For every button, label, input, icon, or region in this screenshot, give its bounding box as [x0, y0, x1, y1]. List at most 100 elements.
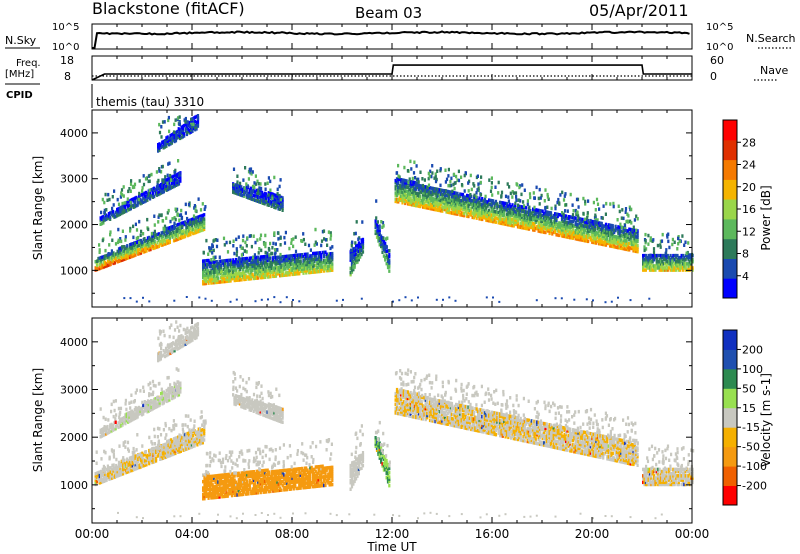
echo-cell — [525, 206, 528, 210]
echo-cell — [448, 208, 451, 213]
echo-cell — [574, 216, 577, 220]
echo-cell — [265, 267, 268, 271]
echo-cell — [510, 219, 513, 223]
echo-cell — [309, 270, 312, 275]
sparse-echo-cell — [439, 168, 442, 173]
echo-cell — [574, 222, 577, 227]
sparse-echo-cell — [138, 179, 141, 183]
echo-cell — [152, 238, 155, 242]
echo-cell — [252, 193, 255, 198]
echo-cell — [178, 236, 181, 241]
echo-cell — [435, 191, 438, 196]
echo-cell — [149, 190, 152, 195]
echo-cell — [232, 274, 235, 279]
echo-cell — [276, 255, 279, 260]
echo-cell — [305, 267, 308, 271]
echo-cell — [204, 277, 207, 282]
echo-cell — [439, 200, 443, 205]
echo-cell — [303, 263, 306, 267]
echo-cell — [548, 225, 551, 229]
echo-cell — [659, 262, 663, 266]
echo-cell — [277, 269, 280, 274]
echo-cell — [395, 197, 399, 202]
ground-cell — [592, 299, 594, 302]
echo-cell — [139, 251, 143, 255]
sparse-echo-cell — [444, 168, 447, 172]
echo-cell — [207, 260, 210, 265]
sparse-echo-cell — [148, 179, 151, 183]
echo-cell — [124, 464, 127, 468]
echo-cell — [400, 184, 403, 188]
echo-cell — [565, 222, 568, 227]
echo-cell — [360, 248, 363, 253]
echo-cell — [316, 265, 319, 270]
echo-cell — [203, 281, 206, 286]
echo-cell — [186, 221, 189, 225]
echo-cell — [166, 187, 170, 192]
echo-cell — [508, 223, 511, 227]
echo-cell — [163, 447, 166, 451]
echo-cell — [434, 187, 437, 191]
echo-cell — [538, 217, 542, 221]
echo-cell — [241, 271, 245, 276]
echo-cell — [185, 434, 188, 438]
sparse-echo-cell — [101, 197, 104, 202]
echo-cell — [614, 226, 617, 231]
echo-cell — [466, 197, 469, 202]
echo-cell — [592, 234, 595, 238]
sparse-echo-cell — [228, 240, 232, 245]
echo-cell — [571, 236, 575, 240]
sparse-echo-cell — [161, 178, 164, 182]
echo-cell — [95, 267, 99, 272]
echo-cell — [314, 255, 317, 260]
echo-cell — [144, 245, 147, 250]
echo-cell — [119, 254, 122, 259]
echo-cell — [309, 264, 312, 268]
echo-cell — [474, 197, 477, 202]
echo-cell — [448, 194, 451, 198]
echo-cell — [164, 455, 167, 459]
sparse-echo-cell — [667, 232, 670, 236]
echo-cell — [280, 269, 283, 274]
echo-cell — [349, 272, 352, 277]
echo-cell — [167, 439, 170, 443]
echo-cell — [382, 246, 385, 250]
sparse-echo-cell — [111, 206, 114, 211]
echo-cell — [444, 197, 447, 201]
echo-cell — [617, 229, 620, 233]
echo-cell — [405, 181, 408, 185]
echo-cell — [263, 271, 267, 275]
ground-cell — [454, 299, 457, 302]
sparse-echo-cell — [512, 191, 515, 195]
echo-cell — [496, 212, 499, 216]
echo-cell — [631, 242, 634, 246]
echo-cell — [185, 232, 188, 236]
echo-cell — [690, 258, 693, 262]
echo-cell — [382, 254, 385, 258]
echo-cell — [217, 266, 220, 270]
echo-cell — [172, 182, 175, 187]
echo-cell — [530, 225, 533, 230]
echo-cell — [357, 245, 360, 249]
echo-cell — [213, 262, 216, 266]
echo-cell — [622, 230, 625, 234]
echo-cell — [102, 221, 105, 225]
echo-cell — [481, 197, 484, 201]
echo-cell — [613, 236, 616, 241]
echo-cell — [437, 194, 440, 198]
echo-cell — [104, 256, 107, 260]
echo-cell — [318, 259, 322, 263]
sparse-echo-cell — [329, 246, 332, 251]
echo-cell — [624, 228, 627, 233]
echo-cell — [149, 454, 152, 459]
echo-cell — [128, 456, 132, 460]
echo-cell — [236, 259, 239, 264]
echo-cell — [131, 459, 134, 464]
echo-cell — [239, 274, 242, 278]
echo-cell — [529, 225, 532, 229]
echo-cell — [563, 220, 566, 224]
echo-cell — [388, 261, 391, 265]
echo-cell — [296, 263, 300, 268]
echo-cell — [446, 196, 449, 200]
sparse-echo-cell — [214, 255, 217, 259]
